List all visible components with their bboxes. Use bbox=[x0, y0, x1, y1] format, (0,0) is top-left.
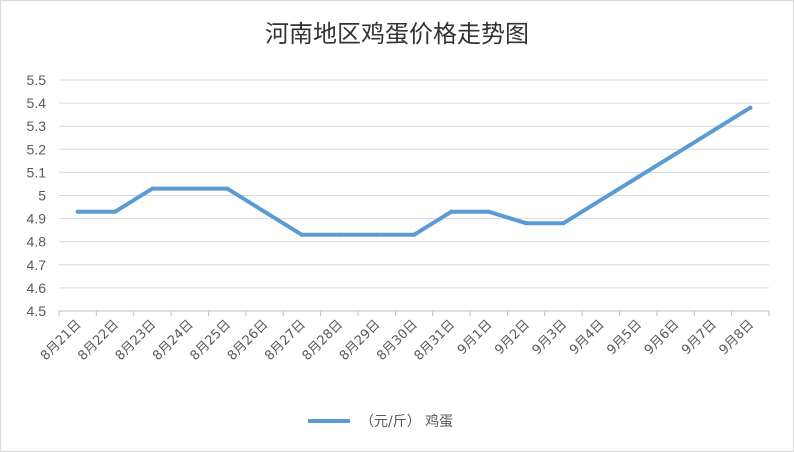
data-point bbox=[299, 232, 304, 237]
x-tick-label: 8月25日 bbox=[187, 317, 234, 364]
x-tick-label: 8月26日 bbox=[225, 317, 272, 364]
data-point bbox=[337, 232, 342, 237]
data-point bbox=[524, 221, 529, 226]
x-tick-label: 9月6日 bbox=[642, 317, 683, 358]
y-axis-ticks: 4.5 4.6 4.7 4.8 4.9 5 5.1 5.2 5.3 5.4 5.5 bbox=[27, 72, 47, 319]
data-point bbox=[636, 175, 641, 180]
y-tick-label: 5.2 bbox=[27, 141, 47, 157]
x-tick-label: 8月27日 bbox=[262, 317, 309, 364]
y-tick-label: 5.3 bbox=[27, 118, 47, 134]
x-tick-label: 8月28日 bbox=[300, 317, 347, 364]
data-point bbox=[113, 209, 118, 214]
x-tick-label: 8月23日 bbox=[113, 317, 160, 364]
x-tick-label: 9月7日 bbox=[679, 317, 720, 358]
data-point bbox=[262, 209, 267, 214]
x-tick-label: 9月5日 bbox=[604, 317, 645, 358]
x-tick-label: 9月8日 bbox=[716, 317, 757, 358]
legend-label: （元/斤） 鸡蛋 bbox=[360, 414, 454, 430]
x-tick-label: 9月2日 bbox=[492, 317, 533, 358]
legend-swatch bbox=[308, 419, 350, 423]
x-tick-label: 8月29日 bbox=[337, 317, 384, 364]
legend: （元/斤） 鸡蛋 bbox=[308, 411, 453, 431]
data-point bbox=[225, 186, 230, 191]
y-tick-label: 4.7 bbox=[27, 257, 47, 273]
data-point bbox=[449, 209, 454, 214]
data-point bbox=[374, 232, 379, 237]
x-tick-label: 9月3日 bbox=[530, 317, 571, 358]
x-tick-label: 9月1日 bbox=[455, 317, 496, 358]
x-tick-label: 8月22日 bbox=[75, 317, 122, 364]
x-axis-ticks: 8月21日8月22日8月23日8月24日8月25日8月26日8月27日8月28日… bbox=[38, 311, 770, 364]
gridlines bbox=[59, 79, 769, 312]
data-point bbox=[748, 105, 753, 110]
y-tick-label: 5 bbox=[38, 188, 46, 204]
y-tick-label: 5.4 bbox=[27, 95, 47, 111]
data-point bbox=[412, 232, 416, 237]
data-point bbox=[75, 209, 80, 214]
chart-title: 河南地区鸡蛋价格走势图 bbox=[265, 20, 529, 48]
data-point bbox=[150, 186, 155, 191]
x-tick-label: 9月4日 bbox=[567, 317, 608, 358]
data-point bbox=[598, 198, 603, 203]
x-tick-label: 8月24日 bbox=[150, 317, 197, 364]
x-tick-label: 8月30日 bbox=[374, 317, 421, 364]
data-point bbox=[561, 221, 566, 226]
y-tick-label: 4.8 bbox=[27, 234, 47, 250]
y-tick-label: 5.1 bbox=[27, 164, 47, 180]
x-tick-label: 8月31日 bbox=[412, 317, 459, 364]
data-point bbox=[710, 128, 715, 133]
data-point bbox=[486, 209, 491, 214]
y-tick-label: 4.5 bbox=[27, 303, 47, 319]
y-tick-label: 4.6 bbox=[27, 280, 47, 296]
y-tick-label: 5.5 bbox=[27, 72, 47, 88]
series-layer bbox=[75, 105, 753, 237]
y-tick-label: 4.9 bbox=[27, 211, 47, 227]
x-tick-label: 8月21日 bbox=[38, 317, 85, 364]
series-line bbox=[75, 105, 753, 237]
data-point bbox=[187, 186, 192, 191]
data-point bbox=[673, 151, 678, 156]
